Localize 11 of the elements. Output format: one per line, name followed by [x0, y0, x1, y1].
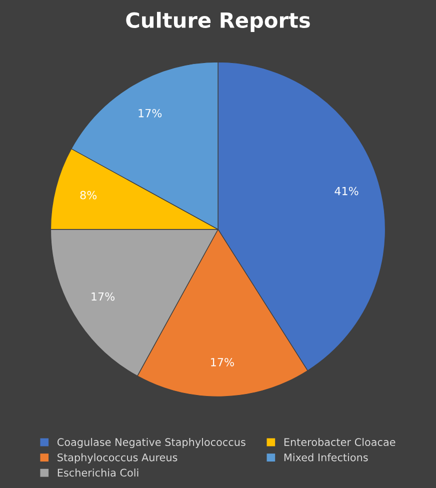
data-label: 17%: [92, 292, 115, 301]
data-label: 17%: [138, 108, 162, 118]
data-label: 8%: [80, 190, 97, 200]
data-label: 17%: [211, 358, 234, 366]
legend-label: Mixed Infections: [284, 453, 368, 462]
chart-title: Culture Reports: [126, 12, 310, 32]
legend-label: Escherichia Coli: [58, 468, 138, 477]
legend-label: Staphylococcus Aureus: [58, 453, 178, 464]
data-label: 41%: [334, 186, 358, 196]
legend-label: Coagulase Negative Staphylococcus: [57, 438, 246, 448]
legend-label: Enterobacter Cloacae: [284, 438, 396, 446]
